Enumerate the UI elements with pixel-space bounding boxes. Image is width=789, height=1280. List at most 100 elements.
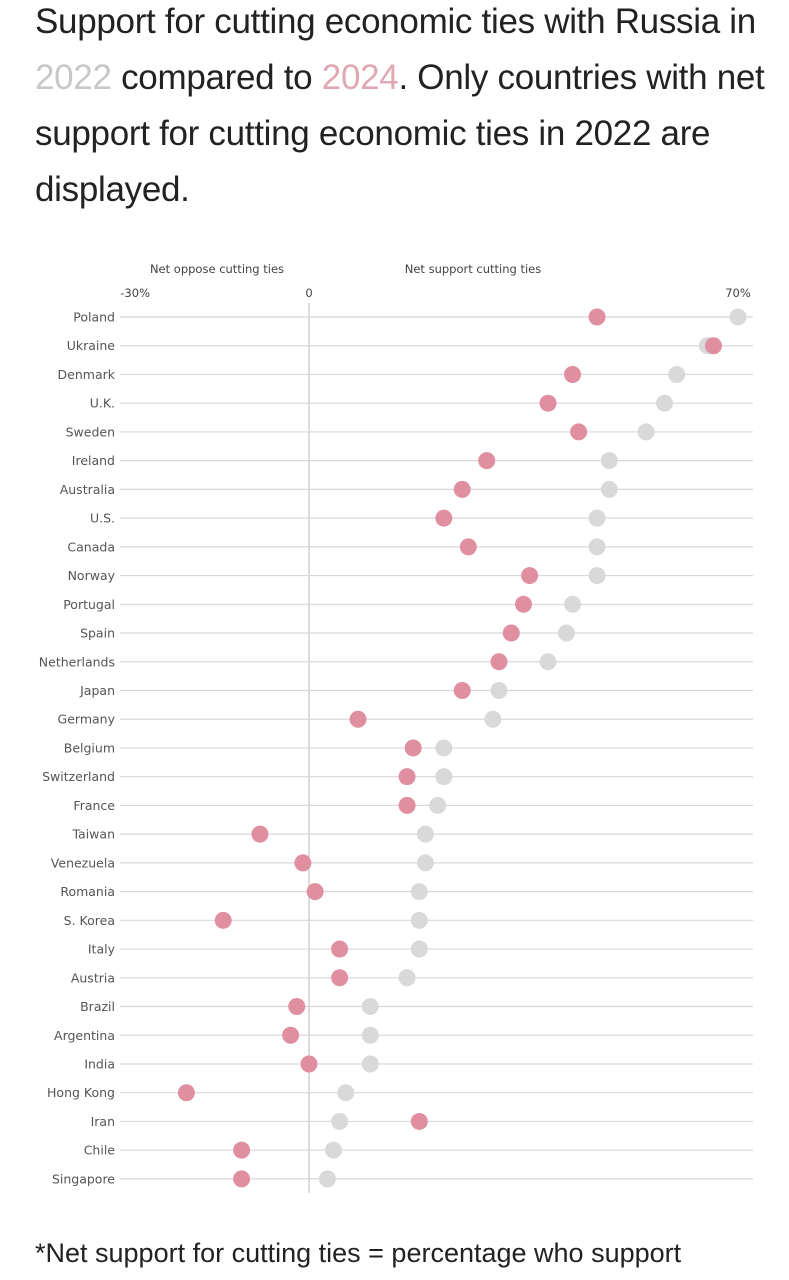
dot-2022 — [668, 365, 686, 383]
dot-2022 — [557, 624, 575, 642]
title-year-2022: 2022 — [35, 58, 112, 97]
dot-2024 — [704, 337, 722, 355]
x-label-support: Net support cutting ties — [405, 262, 542, 276]
country-row: Austria — [71, 969, 753, 987]
country-row: Australia — [60, 480, 753, 498]
country-row: Taiwan — [71, 825, 753, 843]
country-row: Switzerland — [42, 768, 753, 786]
x-tick-label: 70% — [725, 286, 751, 300]
dot-2024 — [177, 1084, 195, 1102]
country-row: Sweden — [66, 423, 753, 441]
country-row: Ukraine — [67, 337, 753, 355]
country-label: Ukraine — [67, 338, 116, 353]
footnote: *Net support for cutting ties = percenta… — [35, 1238, 682, 1268]
dot-2022 — [600, 480, 618, 498]
dot-2022 — [588, 538, 606, 556]
dot-2024 — [570, 423, 588, 441]
country-label: Canada — [67, 539, 115, 554]
country-row: Portugal — [63, 595, 753, 613]
country-row: Denmark — [58, 365, 753, 383]
country-row: Venezuela — [51, 854, 753, 872]
dot-2022 — [729, 308, 747, 326]
dot-2024 — [502, 624, 520, 642]
dot-2022 — [588, 509, 606, 527]
country-label: Hong Kong — [47, 1085, 115, 1100]
dot-2024 — [288, 998, 306, 1016]
dot-2022 — [398, 969, 416, 987]
dot-2022 — [410, 940, 428, 958]
dot-2024 — [490, 653, 508, 671]
dot-2022 — [600, 452, 618, 470]
dot-2022 — [588, 567, 606, 585]
country-label: Australia — [60, 482, 115, 497]
dot-2022 — [484, 710, 502, 728]
dot-2024 — [515, 595, 532, 613]
dot-2024 — [294, 854, 312, 872]
dot-2024 — [453, 480, 471, 498]
title-text: . Only countries with net support for cu… — [35, 58, 765, 209]
country-row: Argentina — [54, 1026, 753, 1044]
dot-2022 — [637, 423, 655, 441]
country-row: Spain — [80, 624, 753, 642]
dot-2022 — [325, 1141, 343, 1159]
dot-2022 — [435, 768, 453, 786]
dot-2022 — [564, 595, 582, 613]
title-text: Support for cutting economic ties with R… — [35, 2, 756, 41]
x-tick-label: 0 — [305, 286, 312, 300]
country-row: Brazil — [80, 998, 753, 1016]
country-label: Ireland — [72, 453, 115, 468]
dot-2024 — [331, 940, 349, 958]
dot-2024 — [521, 567, 539, 585]
dot-2024 — [459, 538, 477, 556]
country-label: Brazil — [80, 999, 115, 1014]
country-row: Norway — [68, 567, 753, 585]
country-label: Chile — [84, 1143, 116, 1158]
dot-2022 — [416, 854, 434, 872]
country-label: India — [84, 1056, 115, 1071]
dot-2024 — [306, 883, 324, 901]
dot-2024 — [588, 308, 606, 326]
country-label: Romania — [60, 884, 115, 899]
country-label: Italy — [88, 942, 116, 957]
dot-2022 — [361, 998, 379, 1016]
dot-2024 — [564, 365, 582, 383]
dot-2024 — [349, 710, 367, 728]
country-row: Chile — [84, 1141, 753, 1159]
dot-2022 — [435, 739, 453, 757]
dot-2024 — [331, 969, 349, 987]
country-row: India — [84, 1055, 753, 1073]
country-label: Poland — [73, 310, 115, 325]
country-label: S. Korea — [64, 913, 115, 928]
country-row: Singapore — [52, 1170, 753, 1188]
country-label: Germany — [58, 712, 116, 727]
country-row: Netherlands — [39, 653, 753, 671]
country-label: Taiwan — [71, 827, 115, 842]
country-label: Austria — [71, 970, 115, 985]
country-row: Iran — [91, 1112, 753, 1130]
country-row: Canada — [67, 538, 753, 556]
country-label: Iran — [91, 1114, 115, 1129]
dot-2022 — [337, 1084, 355, 1102]
dot-2022 — [490, 681, 508, 699]
country-row: Romania — [60, 883, 753, 901]
dot-2024 — [404, 739, 422, 757]
country-label: Denmark — [58, 367, 116, 382]
country-row: Poland — [73, 308, 753, 326]
dot-2024 — [233, 1141, 251, 1159]
country-label: Sweden — [66, 424, 115, 439]
country-label: Argentina — [54, 1028, 115, 1043]
dot-2024 — [282, 1026, 300, 1044]
country-label: Singapore — [52, 1171, 115, 1186]
country-label: Switzerland — [42, 769, 115, 784]
country-label: Japan — [79, 683, 115, 698]
dot-2022 — [361, 1026, 379, 1044]
country-row: Italy — [88, 940, 753, 958]
country-label: Portugal — [63, 597, 115, 612]
chart-title: Support for cutting economic ties with R… — [35, 0, 775, 218]
dot-2024 — [398, 796, 416, 814]
dot-2022 — [416, 825, 434, 843]
title-year-2024: 2024 — [321, 58, 399, 97]
dot-2022 — [331, 1112, 349, 1130]
country-row: France — [73, 796, 753, 814]
dot-2024 — [214, 911, 232, 929]
